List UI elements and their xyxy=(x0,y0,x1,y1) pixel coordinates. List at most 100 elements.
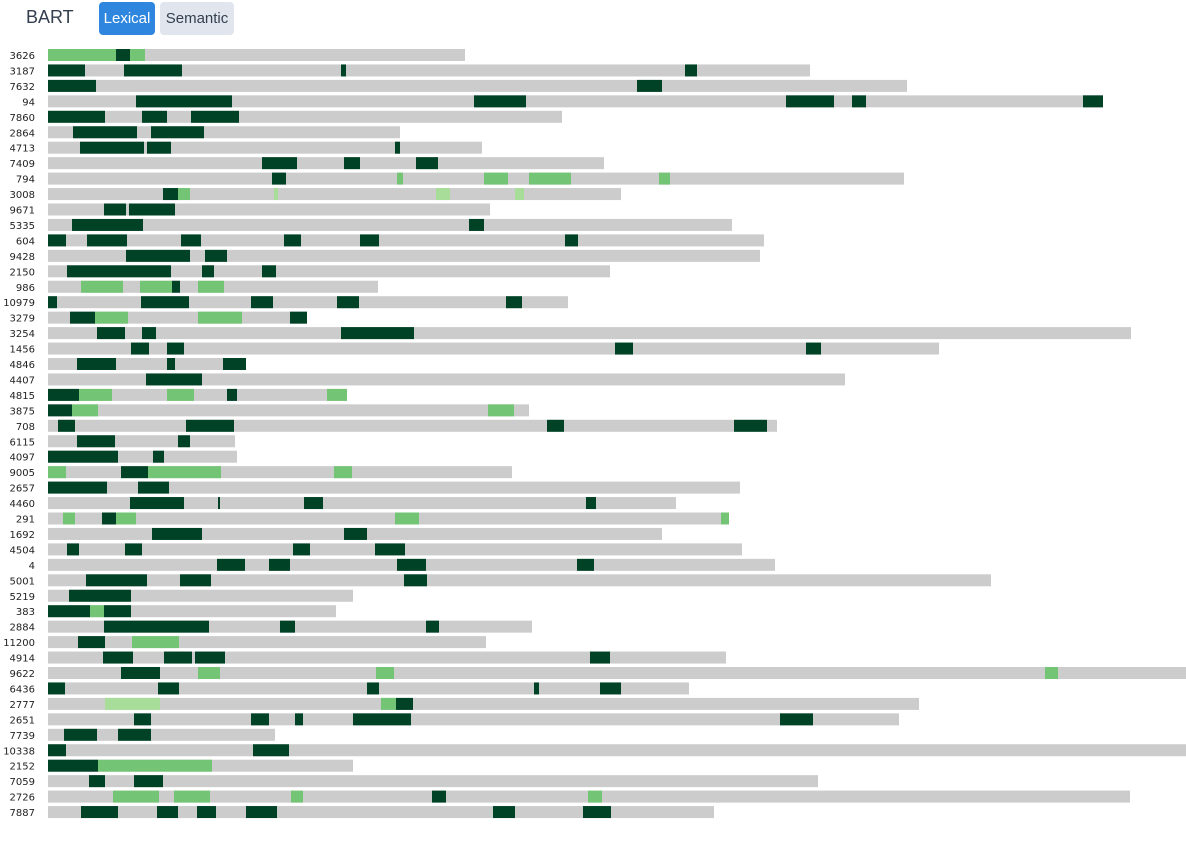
match-segment-exact[interactable] xyxy=(104,620,209,633)
match-segment-exact[interactable] xyxy=(284,234,301,247)
match-segment-exact[interactable] xyxy=(134,713,151,726)
match-segment-exact[interactable] xyxy=(136,95,232,108)
match-segment-exact[interactable] xyxy=(86,574,147,587)
match-segment-exact[interactable] xyxy=(77,358,116,370)
match-segment-exact[interactable] xyxy=(191,110,239,123)
match-segment-partial[interactable] xyxy=(148,466,221,479)
match-segment-partial[interactable] xyxy=(588,790,602,803)
match-segment-partial[interactable] xyxy=(130,49,145,61)
match-segment-exact[interactable] xyxy=(142,327,156,340)
match-segment-exact[interactable] xyxy=(73,126,137,139)
match-segment-partial[interactable] xyxy=(72,404,98,417)
match-segment-exact[interactable] xyxy=(360,234,379,247)
match-segment-partial[interactable] xyxy=(98,759,212,772)
match-segment-partial[interactable] xyxy=(198,280,224,293)
match-segment-exact[interactable] xyxy=(48,79,96,92)
match-segment-exact[interactable] xyxy=(48,759,98,772)
match-segment-exact[interactable] xyxy=(615,342,633,355)
match-segment-exact[interactable] xyxy=(685,64,697,77)
match-segment-weak[interactable] xyxy=(274,188,278,201)
match-segment-exact[interactable] xyxy=(124,64,182,77)
match-segment-partial[interactable] xyxy=(90,605,104,618)
match-segment-exact[interactable] xyxy=(78,636,105,649)
match-segment-exact[interactable] xyxy=(341,327,414,340)
match-segment-partial[interactable] xyxy=(659,172,670,185)
match-segment-exact[interactable] xyxy=(600,682,621,695)
match-segment-exact[interactable] xyxy=(416,157,438,170)
match-segment-exact[interactable] xyxy=(126,249,190,262)
match-segment-exact[interactable] xyxy=(48,110,105,123)
match-segment-exact[interactable] xyxy=(367,682,379,695)
match-segment-exact[interactable] xyxy=(77,435,115,448)
match-segment-partial[interactable] xyxy=(488,404,514,417)
match-segment-exact[interactable] xyxy=(80,141,144,154)
match-segment-exact[interactable] xyxy=(565,234,578,247)
match-segment-exact[interactable] xyxy=(432,790,446,803)
match-segment-exact[interactable] xyxy=(147,141,171,154)
match-segment-exact[interactable] xyxy=(116,49,130,61)
match-segment-partial[interactable] xyxy=(81,280,123,293)
match-segment-exact[interactable] xyxy=(178,435,190,448)
match-segment-partial[interactable] xyxy=(140,280,172,293)
match-segment-exact[interactable] xyxy=(58,419,75,432)
match-segment-exact[interactable] xyxy=(637,79,662,92)
match-segment-partial[interactable] xyxy=(529,172,571,185)
match-segment-partial[interactable] xyxy=(178,188,190,201)
match-segment-weak[interactable] xyxy=(436,188,450,201)
match-segment-exact[interactable] xyxy=(151,126,204,139)
match-segment-exact[interactable] xyxy=(48,450,118,463)
match-segment-exact[interactable] xyxy=(295,713,303,726)
match-segment-exact[interactable] xyxy=(153,450,164,463)
match-segment-exact[interactable] xyxy=(129,203,175,216)
match-segment-exact[interactable] xyxy=(269,558,290,571)
match-segment-exact[interactable] xyxy=(118,728,151,741)
match-segment-exact[interactable] xyxy=(89,775,105,788)
match-segment-exact[interactable] xyxy=(404,574,427,587)
match-segment-exact[interactable] xyxy=(48,388,79,401)
match-segment-partial[interactable] xyxy=(484,172,508,185)
match-segment-exact[interactable] xyxy=(341,64,346,77)
match-segment-partial[interactable] xyxy=(113,790,159,803)
match-segment-exact[interactable] xyxy=(534,682,539,695)
match-segment-exact[interactable] xyxy=(227,388,237,401)
match-segment-exact[interactable] xyxy=(158,682,179,695)
tab-semantic[interactable]: Semantic xyxy=(160,2,234,35)
match-segment-exact[interactable] xyxy=(493,806,515,819)
match-segment-exact[interactable] xyxy=(197,806,216,819)
match-segment-exact[interactable] xyxy=(251,296,273,309)
match-segment-exact[interactable] xyxy=(186,419,234,432)
match-segment-exact[interactable] xyxy=(48,296,57,309)
match-segment-exact[interactable] xyxy=(397,558,426,571)
match-segment-exact[interactable] xyxy=(48,481,107,494)
match-segment-partial[interactable] xyxy=(48,49,116,61)
match-segment-exact[interactable] xyxy=(97,327,125,340)
match-segment-exact[interactable] xyxy=(262,157,297,170)
match-segment-exact[interactable] xyxy=(290,311,307,324)
match-segment-exact[interactable] xyxy=(102,512,116,525)
match-segment-partial[interactable] xyxy=(48,466,66,479)
match-segment-exact[interactable] xyxy=(734,419,767,432)
match-segment-exact[interactable] xyxy=(134,775,163,788)
match-segment-partial[interactable] xyxy=(721,512,729,525)
match-segment-exact[interactable] xyxy=(304,497,323,510)
match-segment-exact[interactable] xyxy=(246,806,277,819)
match-segment-exact[interactable] xyxy=(130,497,184,510)
match-segment-exact[interactable] xyxy=(583,806,611,819)
match-segment-exact[interactable] xyxy=(64,728,97,741)
match-segment-exact[interactable] xyxy=(590,651,610,664)
match-segment-exact[interactable] xyxy=(48,744,66,757)
match-segment-partial[interactable] xyxy=(1045,667,1058,679)
match-segment-exact[interactable] xyxy=(586,497,596,510)
match-segment-exact[interactable] xyxy=(253,744,289,757)
match-segment-exact[interactable] xyxy=(780,713,813,726)
match-segment-exact[interactable] xyxy=(172,280,180,293)
match-segment-partial[interactable] xyxy=(167,388,194,401)
match-segment-partial[interactable] xyxy=(397,172,403,185)
match-segment-weak[interactable] xyxy=(515,188,524,201)
match-segment-exact[interactable] xyxy=(131,342,149,355)
match-segment-exact[interactable] xyxy=(48,605,90,618)
match-segment-exact[interactable] xyxy=(293,543,310,556)
match-segment-exact[interactable] xyxy=(852,95,866,108)
match-segment-exact[interactable] xyxy=(48,234,66,247)
match-segment-exact[interactable] xyxy=(181,234,201,247)
